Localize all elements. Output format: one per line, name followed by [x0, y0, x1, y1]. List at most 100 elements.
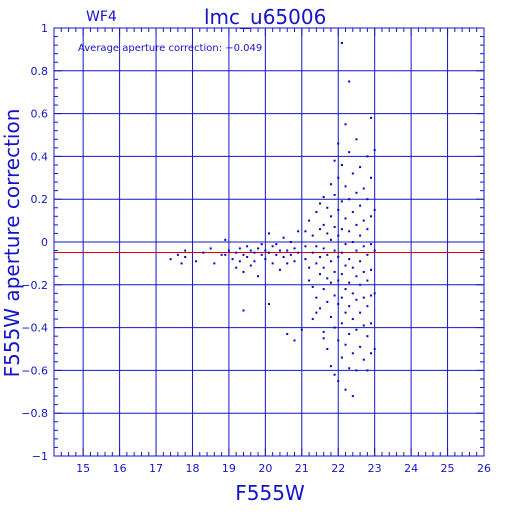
data-point — [355, 138, 358, 141]
data-point — [315, 311, 318, 314]
data-point — [351, 266, 354, 269]
data-point — [311, 318, 314, 321]
data-point — [337, 303, 340, 306]
y-tick-label: 0.8 — [31, 65, 49, 78]
data-point — [362, 296, 365, 299]
data-point — [370, 176, 373, 179]
data-point — [289, 253, 292, 256]
x-tick-label: 15 — [76, 462, 90, 475]
data-point — [351, 172, 354, 175]
data-point — [278, 268, 281, 271]
data-point — [355, 275, 358, 278]
data-point — [308, 279, 311, 282]
data-point — [268, 251, 270, 254]
y-tick-label: 0 — [41, 236, 48, 249]
data-point — [246, 245, 249, 248]
data-point — [359, 283, 362, 286]
data-point — [329, 215, 332, 218]
data-point — [249, 249, 252, 252]
data-point — [322, 223, 325, 226]
data-point — [322, 288, 325, 291]
data-point — [242, 253, 245, 256]
data-point — [355, 249, 358, 252]
data-point — [322, 266, 325, 269]
data-point — [340, 356, 343, 359]
data-point — [333, 326, 336, 329]
data-point — [329, 238, 332, 241]
data-point — [260, 253, 263, 256]
y-tick-label: −0.8 — [21, 407, 48, 420]
data-point — [319, 255, 322, 258]
data-point — [344, 311, 347, 314]
data-point — [366, 369, 369, 372]
x-tick-label: 23 — [368, 462, 382, 475]
data-point — [333, 270, 336, 273]
x-tick-label: 24 — [404, 462, 418, 475]
data-point — [344, 123, 347, 126]
data-point — [322, 330, 325, 333]
y-axis-title: F555W aperture correction — [0, 109, 24, 378]
data-point — [355, 191, 358, 194]
data-point — [289, 241, 292, 243]
data-point — [373, 208, 376, 211]
data-point — [340, 163, 343, 166]
data-point — [275, 253, 278, 256]
data-point — [333, 249, 336, 252]
data-point — [362, 358, 365, 361]
data-point — [370, 243, 373, 246]
data-point — [340, 41, 343, 44]
data-point — [340, 251, 343, 254]
data-point — [373, 292, 376, 295]
data-point — [286, 249, 289, 252]
data-point — [202, 251, 205, 254]
data-point — [293, 260, 296, 263]
data-point — [351, 395, 354, 398]
data-point — [359, 260, 362, 263]
data-point — [322, 196, 325, 199]
data-point — [359, 204, 362, 207]
data-point — [340, 228, 343, 231]
data-point — [238, 247, 241, 250]
y-tick-label: −0.2 — [21, 279, 48, 292]
data-point — [326, 277, 329, 280]
data-point — [329, 260, 332, 263]
data-point — [370, 294, 373, 297]
data-point — [366, 253, 369, 256]
data-point — [370, 215, 373, 218]
grid — [54, 27, 485, 457]
data-point — [355, 298, 358, 301]
x-tick-label: 26 — [477, 462, 491, 475]
data-point — [319, 273, 322, 276]
data-point — [326, 232, 329, 235]
data-point — [315, 245, 318, 248]
data-point — [337, 380, 340, 383]
data-point — [348, 281, 351, 284]
data-point — [184, 255, 187, 258]
x-tick-label: 17 — [149, 462, 163, 475]
data-point — [304, 230, 307, 233]
x-tick-label: 21 — [295, 462, 309, 475]
data-point — [235, 266, 238, 269]
data-point — [344, 388, 347, 391]
data-point — [315, 211, 318, 214]
data-point — [319, 307, 322, 310]
data-point — [268, 303, 270, 306]
data-point — [293, 247, 296, 250]
data-point — [231, 258, 234, 261]
data-point — [238, 260, 241, 263]
data-point — [348, 80, 351, 83]
tick-labels: 15 16 17 18 19 20 21 22 23 24 25 26 −1 −0.8 −0.6 −0.4 −0… — [21, 22, 491, 475]
data-point — [264, 249, 267, 252]
data-point — [235, 251, 238, 254]
data-point — [351, 292, 354, 295]
data-point — [337, 339, 340, 342]
data-point — [362, 219, 365, 222]
data-point — [319, 228, 322, 231]
data-point — [315, 262, 318, 265]
x-tick-label: 18 — [185, 462, 199, 475]
x-tick-label: 16 — [113, 462, 127, 475]
data-point — [242, 270, 245, 273]
data-point — [340, 296, 343, 299]
data-point — [351, 241, 354, 243]
